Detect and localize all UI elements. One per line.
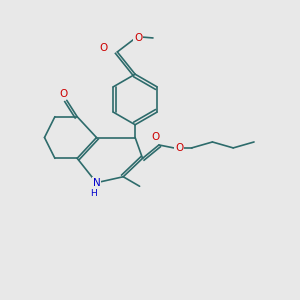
Text: O: O: [134, 33, 142, 43]
Text: O: O: [151, 132, 160, 142]
Text: N: N: [93, 178, 101, 188]
Text: O: O: [100, 44, 108, 53]
Text: O: O: [175, 143, 183, 153]
Text: H: H: [90, 189, 97, 198]
Text: O: O: [60, 89, 68, 99]
